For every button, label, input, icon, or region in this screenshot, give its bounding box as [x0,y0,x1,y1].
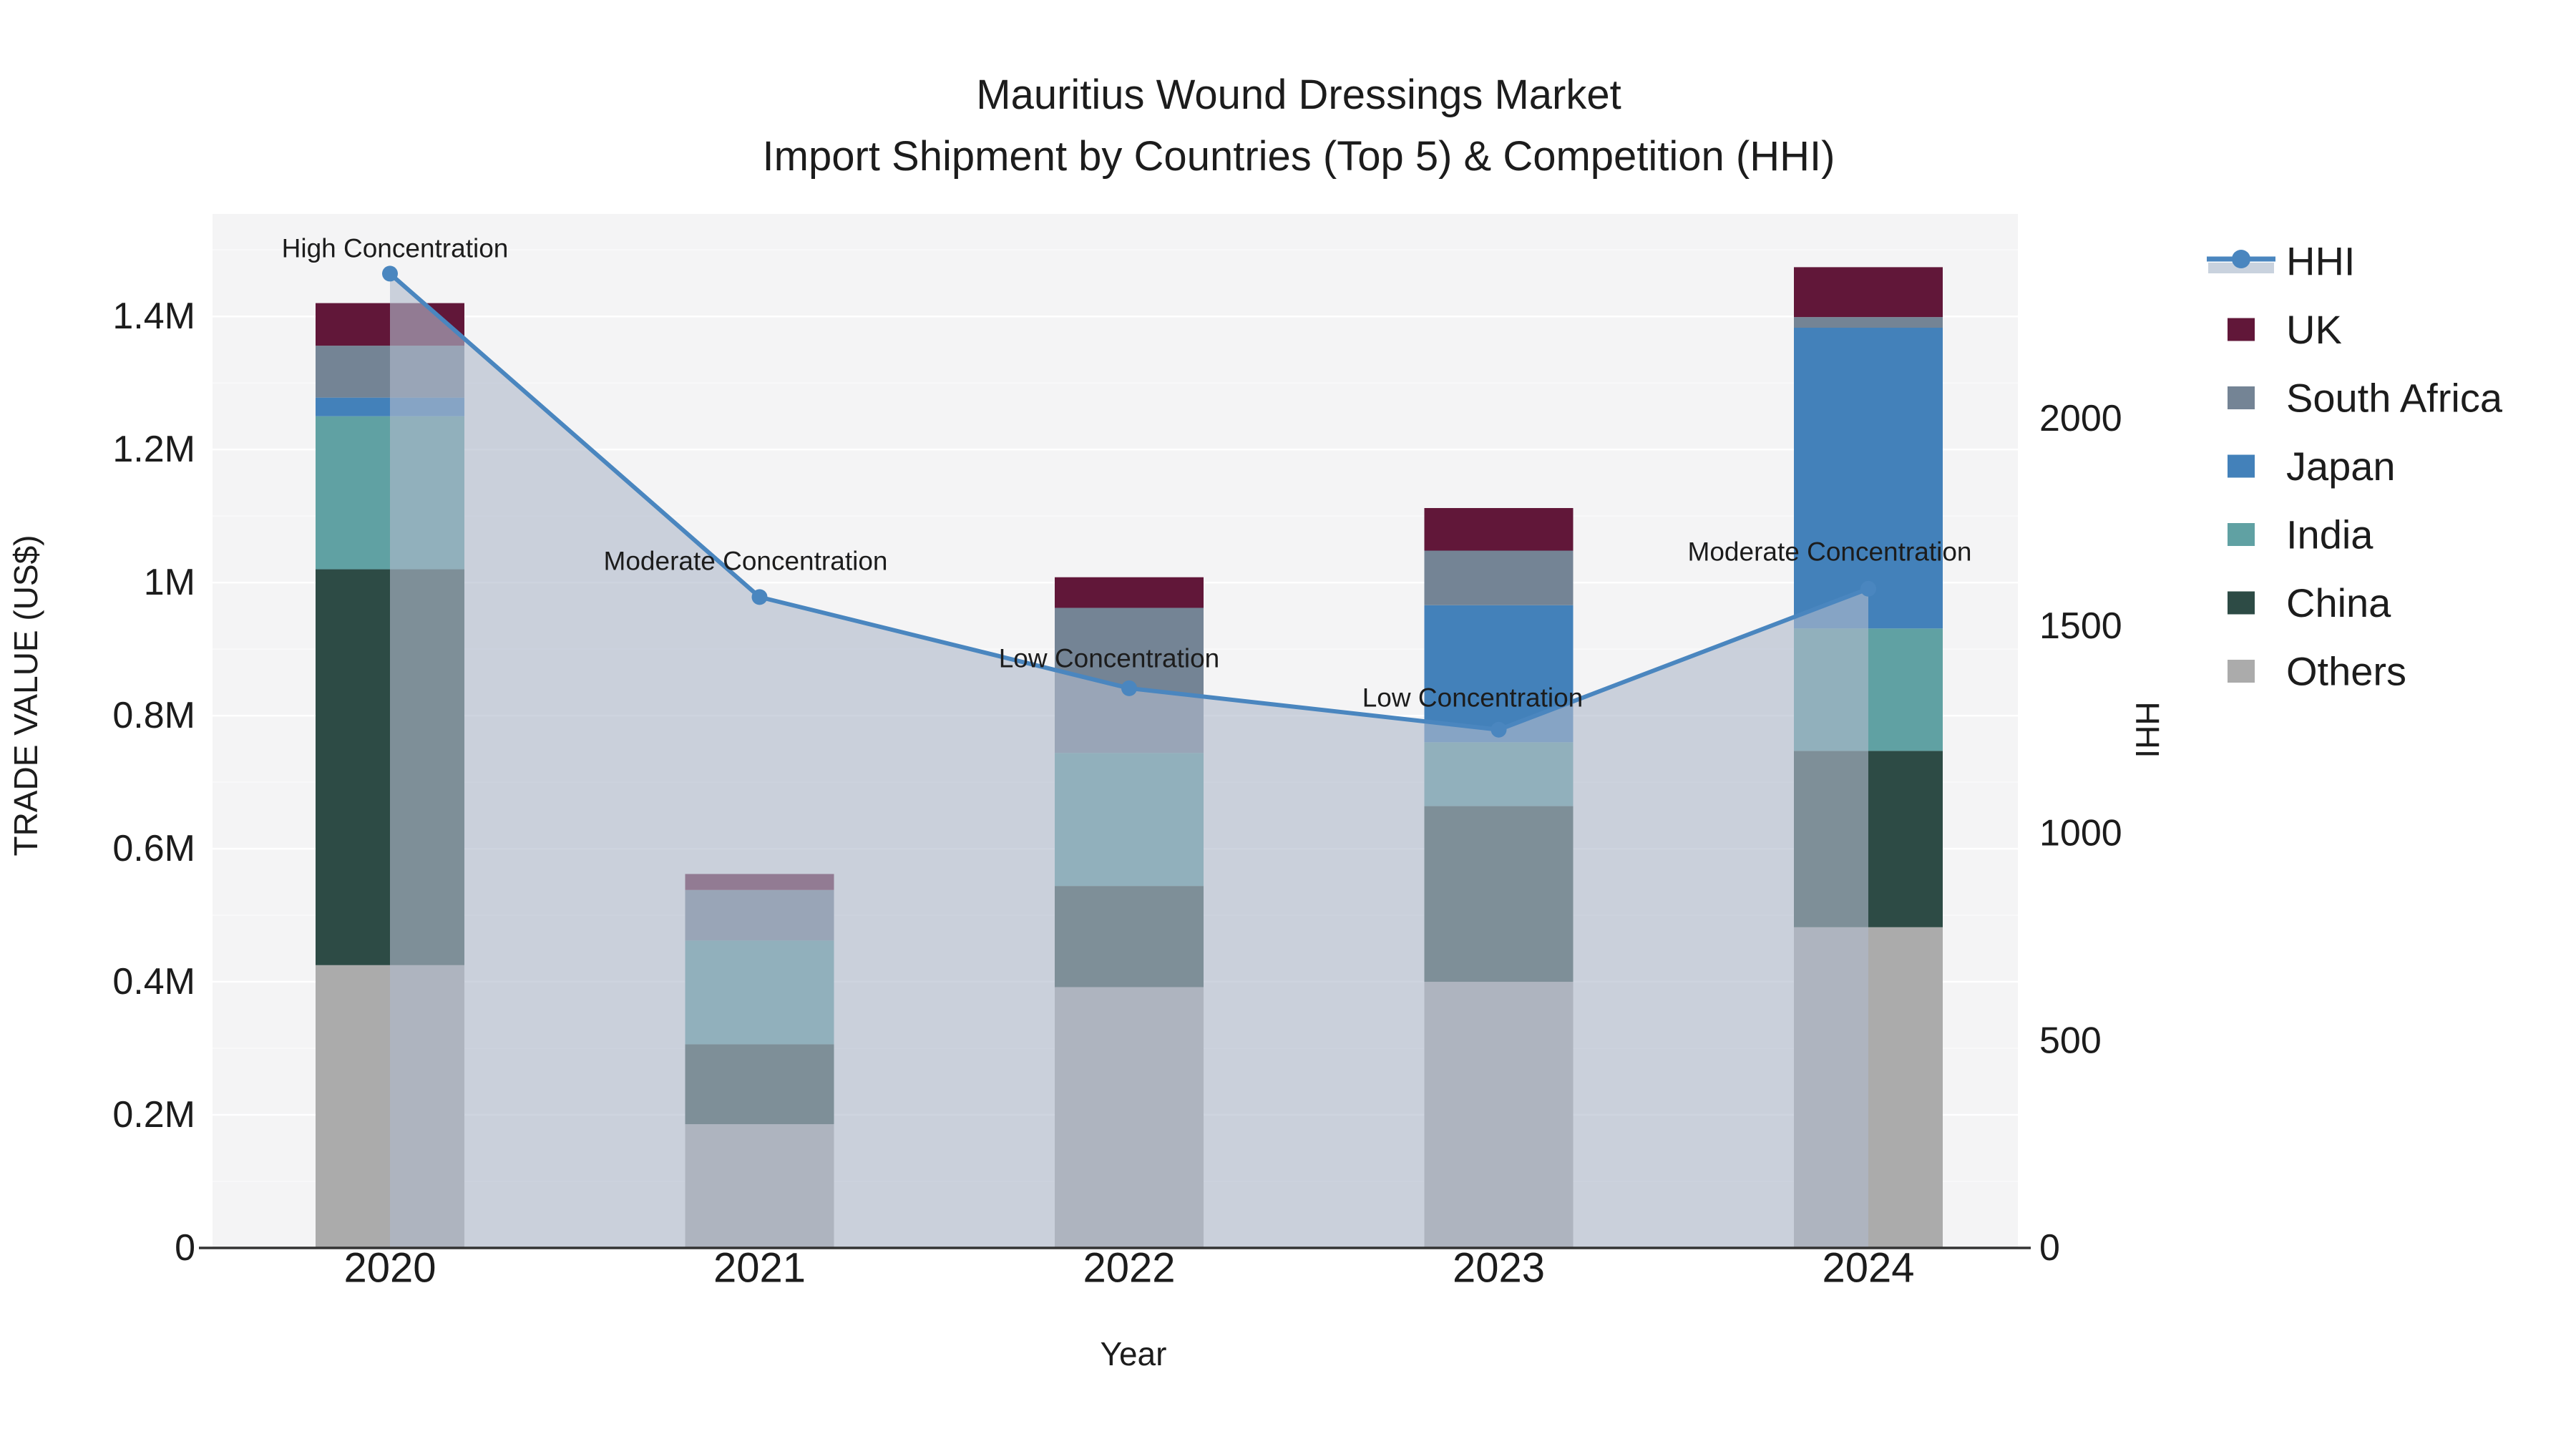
legend-label-japan: Japan [2286,444,2396,489]
y-left-tick-label: 0.8M [112,695,195,736]
legend-label-south-africa: South Africa [2286,376,2503,421]
bar-segment-south-africa-2024 [1794,317,1943,328]
y-left-tick-label: 0 [175,1227,195,1269]
legend-swatch-china [2228,591,2255,615]
y-left-tick-label: 1M [144,562,195,603]
x-tick-label-2022: 2022 [1083,1245,1175,1292]
hhi-area-fill [390,273,1868,1248]
bar-segment-uk-2024 [1794,267,1943,318]
y-right-tick-label: 1000 [2039,813,2122,854]
hhi-marker-2024 [1860,580,1876,597]
y-left-tick-label: 0.4M [112,961,195,1002]
y-left-tick-label: 1.2M [112,429,195,470]
y-left-tick-label: 0.6M [112,828,195,869]
hhi-marker-2021 [751,589,768,605]
bar-segment-uk-2022 [1055,577,1204,608]
hhi-marker-2023 [1491,721,1507,738]
y-right-tick-label: 0 [2039,1227,2060,1269]
axes-ticks: 0 0.2M 0.4M 0.6M 0.8M 1M 1.2M 1.4M 0 500 1000 1500 2… [112,296,2122,1291]
bar-segment-japan-2024 [1794,328,1943,629]
hhi-marker-2020 [382,265,398,282]
legend-label-china: China [2286,580,2391,625]
legend-swatch-india [2228,523,2255,546]
bar-segment-south-africa-2023 [1424,550,1574,605]
legend-swatch-others [2228,660,2255,683]
legend-label-others: Others [2286,649,2406,694]
legend-swatch-south-africa [2228,386,2255,409]
legend-hhi-marker [2232,250,2250,268]
legend: HHI UK South Africa Japan India China Others [2207,239,2503,694]
chart-title-line2: Import Shipment by Countries (Top 5) & C… [763,133,1835,180]
annotation: Moderate Concentration [1688,537,1972,567]
legend-label-india: India [2286,512,2373,557]
x-tick-label-2023: 2023 [1453,1245,1545,1292]
y-left-axis-title: TRADE VALUE (US$) [7,535,44,856]
chart-title-line1: Mauritius Wound Dressings Market [976,72,1621,118]
x-axis-title: Year [1101,1335,1167,1372]
annotation: Moderate Concentration [604,547,888,576]
annotations: High Concentration Moderate Concentration… [282,234,1972,713]
y-right-tick-label: 500 [2039,1020,2102,1061]
x-tick-label-2020: 2020 [343,1245,436,1292]
legend-label-uk: UK [2286,307,2342,352]
y-left-tick-label: 0.2M [112,1094,195,1136]
hhi-line-and-area [382,265,1876,1248]
x-tick-label-2021: 2021 [713,1245,806,1292]
y-right-tick-label: 2000 [2039,398,2122,439]
annotation: Low Concentration [999,644,1220,673]
x-tick-label-2024: 2024 [1822,1245,1914,1292]
legend-swatch-japan [2228,454,2255,478]
annotation: Low Concentration [1362,683,1584,713]
y-right-axis-title: HHI [2129,701,2166,758]
hhi-marker-2022 [1121,680,1137,696]
legend-swatch-uk [2228,318,2255,341]
annotation: High Concentration [282,234,509,263]
y-left-tick-label: 1.4M [112,296,195,337]
bar-segment-uk-2023 [1424,507,1574,551]
legend-label-hhi: HHI [2286,239,2355,284]
y-right-tick-label: 1500 [2039,605,2122,647]
